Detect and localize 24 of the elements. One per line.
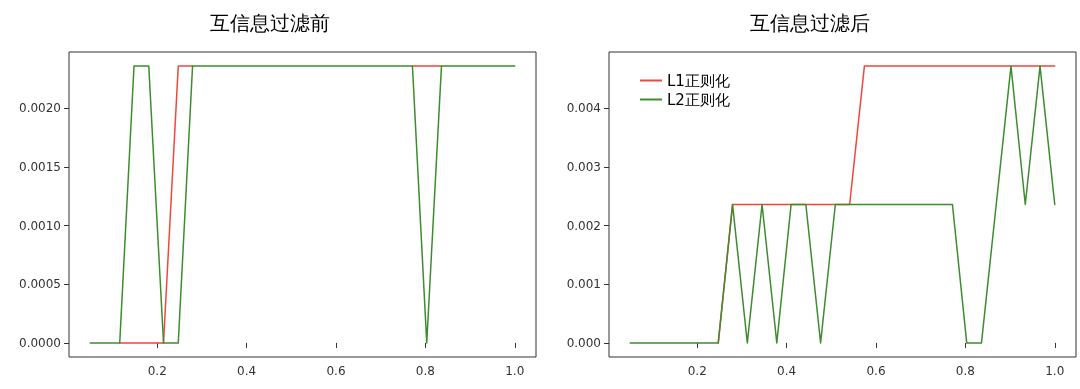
y-tick-label: 0.001 — [566, 277, 601, 292]
x-tick-label: 1.0 — [505, 364, 525, 378]
legend-label: L2正则化 — [667, 90, 730, 109]
y-tick-label: 0.004 — [566, 101, 601, 116]
chart-title: 互信息过滤后 — [750, 11, 870, 35]
y-tick-label: 0.003 — [566, 159, 601, 174]
y-tick-label: 0.0005 — [19, 277, 61, 292]
x-tick-label: 1.0 — [1045, 364, 1065, 378]
x-tick-label: 0.2 — [147, 364, 167, 378]
legend-label: L1正则化 — [667, 71, 730, 90]
x-tick-label: 0.4 — [777, 364, 797, 378]
y-tick-label: 0.0020 — [19, 101, 61, 116]
x-tick-label: 0.8 — [415, 364, 435, 378]
x-tick-label: 0.2 — [687, 364, 707, 378]
x-tick-label: 0.8 — [955, 364, 975, 378]
y-tick-label: 0.0010 — [19, 218, 61, 233]
y-tick-label: 0.0015 — [19, 159, 61, 174]
x-tick-label: 0.6 — [326, 364, 346, 378]
chart-title: 互信息过滤前 — [210, 11, 330, 35]
x-tick-label: 0.6 — [866, 364, 886, 378]
y-tick-label: 0.000 — [566, 335, 601, 350]
y-tick-label: 0.002 — [566, 218, 601, 233]
y-tick-label: 0.0000 — [19, 335, 61, 350]
x-tick-label: 0.4 — [237, 364, 257, 378]
